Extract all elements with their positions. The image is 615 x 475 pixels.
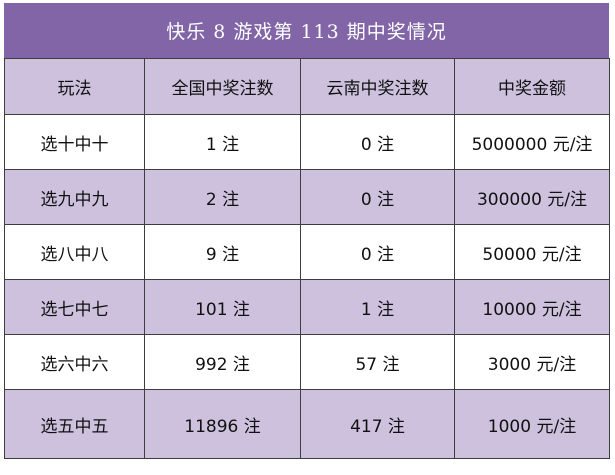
cell-yunnan-winners: 417 注 bbox=[300, 389, 455, 459]
column-header-yunnan-winners: 云南中奖注数 bbox=[300, 58, 455, 115]
cell-prize-amount: 10000 元/注 bbox=[454, 279, 610, 335]
cell-prize-amount: 5000000 元/注 bbox=[454, 114, 610, 170]
results-table-container: 快乐 8 游戏第 113 期中奖情况 玩法 全国中奖注数 云南中奖注数 中奖金额… bbox=[4, 3, 610, 472]
cell-national-winners: 1 注 bbox=[144, 114, 301, 170]
table-header-row: 玩法 全国中奖注数 云南中奖注数 中奖金额 bbox=[4, 58, 610, 115]
cell-play: 选五中五 bbox=[4, 389, 145, 459]
cell-yunnan-winners: 0 注 bbox=[300, 169, 455, 225]
cell-prize-amount: 300000 元/注 bbox=[454, 169, 610, 225]
table-row: 选五中五 11896 注 417 注 1000 元/注 bbox=[4, 389, 610, 459]
cell-yunnan-winners: 0 注 bbox=[300, 224, 455, 280]
cell-prize-amount: 50000 元/注 bbox=[454, 224, 610, 280]
cell-yunnan-winners: 1 注 bbox=[300, 279, 455, 335]
cell-yunnan-winners: 0 注 bbox=[300, 114, 455, 170]
results-table: 玩法 全国中奖注数 云南中奖注数 中奖金额 选十中十 1 注 0 注 50000… bbox=[4, 58, 610, 459]
cell-play: 选八中八 bbox=[4, 224, 145, 280]
table-title: 快乐 8 游戏第 113 期中奖情况 bbox=[4, 3, 609, 58]
cell-play: 选十中十 bbox=[4, 114, 145, 170]
cell-national-winners: 101 注 bbox=[144, 279, 301, 335]
column-header-national-winners: 全国中奖注数 bbox=[144, 58, 301, 115]
cell-prize-amount: 3000 元/注 bbox=[454, 334, 610, 390]
cell-national-winners: 11896 注 bbox=[144, 389, 301, 459]
cell-prize-amount: 1000 元/注 bbox=[454, 389, 610, 459]
cell-play: 选九中九 bbox=[4, 169, 145, 225]
table-row: 选七中七 101 注 1 注 10000 元/注 bbox=[4, 279, 610, 335]
cell-national-winners: 9 注 bbox=[144, 224, 301, 280]
cell-yunnan-winners: 57 注 bbox=[300, 334, 455, 390]
cell-play: 选六中六 bbox=[4, 334, 145, 390]
cell-play: 选七中七 bbox=[4, 279, 145, 335]
table-row: 选六中六 992 注 57 注 3000 元/注 bbox=[4, 334, 610, 390]
table-row: 选八中八 9 注 0 注 50000 元/注 bbox=[4, 224, 610, 280]
table-row: 选九中九 2 注 0 注 300000 元/注 bbox=[4, 169, 610, 225]
cell-national-winners: 992 注 bbox=[144, 334, 301, 390]
table-row: 选十中十 1 注 0 注 5000000 元/注 bbox=[4, 114, 610, 170]
column-header-prize-amount: 中奖金额 bbox=[454, 58, 610, 115]
cell-national-winners: 2 注 bbox=[144, 169, 301, 225]
column-header-play: 玩法 bbox=[4, 58, 145, 115]
